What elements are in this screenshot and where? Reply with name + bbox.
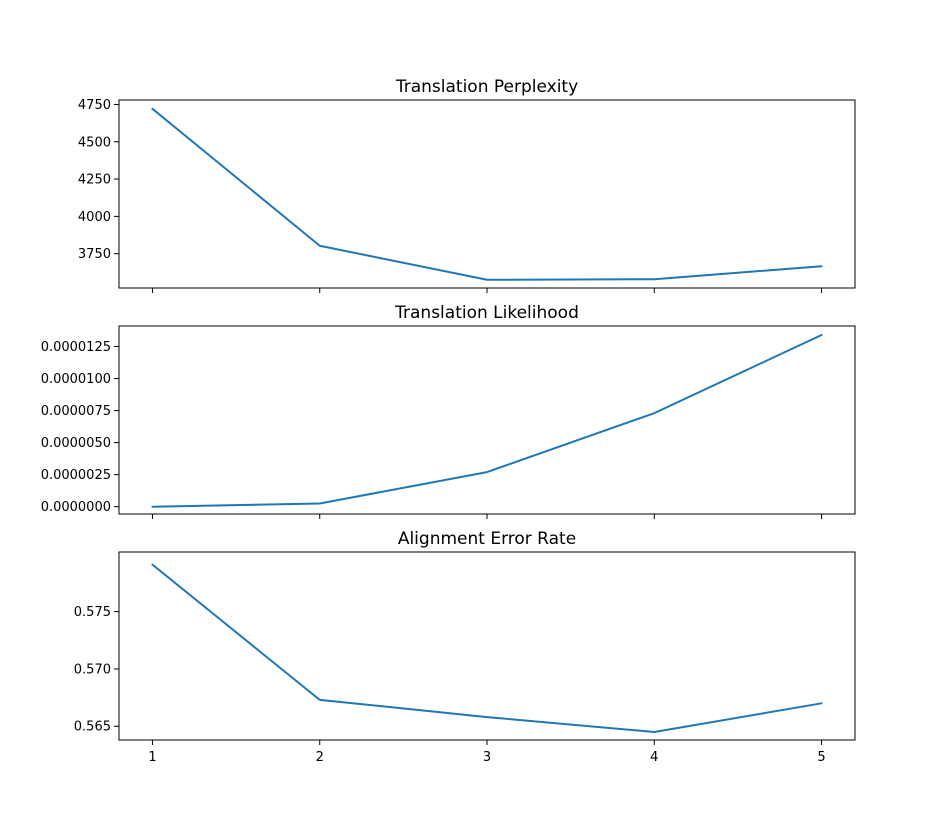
y-tick-label: 0.0000050 bbox=[41, 436, 111, 451]
y-tick-label: 4750 bbox=[78, 98, 111, 113]
panel-title: Alignment Error Rate bbox=[398, 529, 576, 549]
series-line bbox=[151, 333, 823, 508]
y-tick-label: 3750 bbox=[78, 247, 111, 262]
series-line bbox=[151, 107, 823, 281]
y-tick-label: 0.0000025 bbox=[41, 468, 111, 483]
panel-marks: 3750 4000 4250 4500 4750 bbox=[78, 98, 823, 293]
x-tick-label: 3 bbox=[483, 750, 491, 765]
panel-alignment-error-rate: Alignment Error Rate 0.565 0.570 0.575 1 2 3 4… bbox=[74, 529, 856, 765]
panel-title: Translation Perplexity bbox=[395, 77, 578, 97]
panel-marks: 0.565 0.570 0.575 1 2 3 4 5 bbox=[74, 563, 826, 765]
y-tick-label: 0.0000125 bbox=[41, 340, 111, 355]
y-tick-label: 0.570 bbox=[74, 662, 111, 677]
panel-title: Translation Likelihood bbox=[394, 303, 579, 323]
y-tick-label: 4000 bbox=[78, 210, 111, 225]
panel-translation-likelihood: Translation Likelihood 0.0000000 0.000002… bbox=[41, 303, 856, 519]
x-tick-label: 1 bbox=[148, 750, 156, 765]
panel-marks: 0.0000000 0.0000025 0.0000050 0.0000075 0.00… bbox=[41, 333, 823, 519]
axes-frame bbox=[118, 99, 856, 289]
x-tick-label: 4 bbox=[650, 750, 658, 765]
y-tick-label: 0.0000100 bbox=[41, 372, 111, 387]
axes-frame bbox=[118, 551, 856, 741]
y-tick-label: 4500 bbox=[78, 135, 111, 150]
y-tick-label: 0.0000000 bbox=[41, 500, 111, 515]
axes-frame bbox=[118, 325, 856, 515]
y-tick-label: 4250 bbox=[78, 173, 111, 188]
y-tick-label: 0.0000075 bbox=[41, 404, 111, 419]
x-tick-label: 5 bbox=[817, 750, 825, 765]
x-tick-label: 2 bbox=[316, 750, 324, 765]
y-tick-label: 0.575 bbox=[74, 605, 111, 620]
panel-translation-perplexity: Translation Perplexity 3750 4000 4250 4500 4… bbox=[78, 77, 856, 293]
series-line bbox=[151, 563, 823, 733]
y-tick-label: 0.565 bbox=[74, 720, 111, 735]
